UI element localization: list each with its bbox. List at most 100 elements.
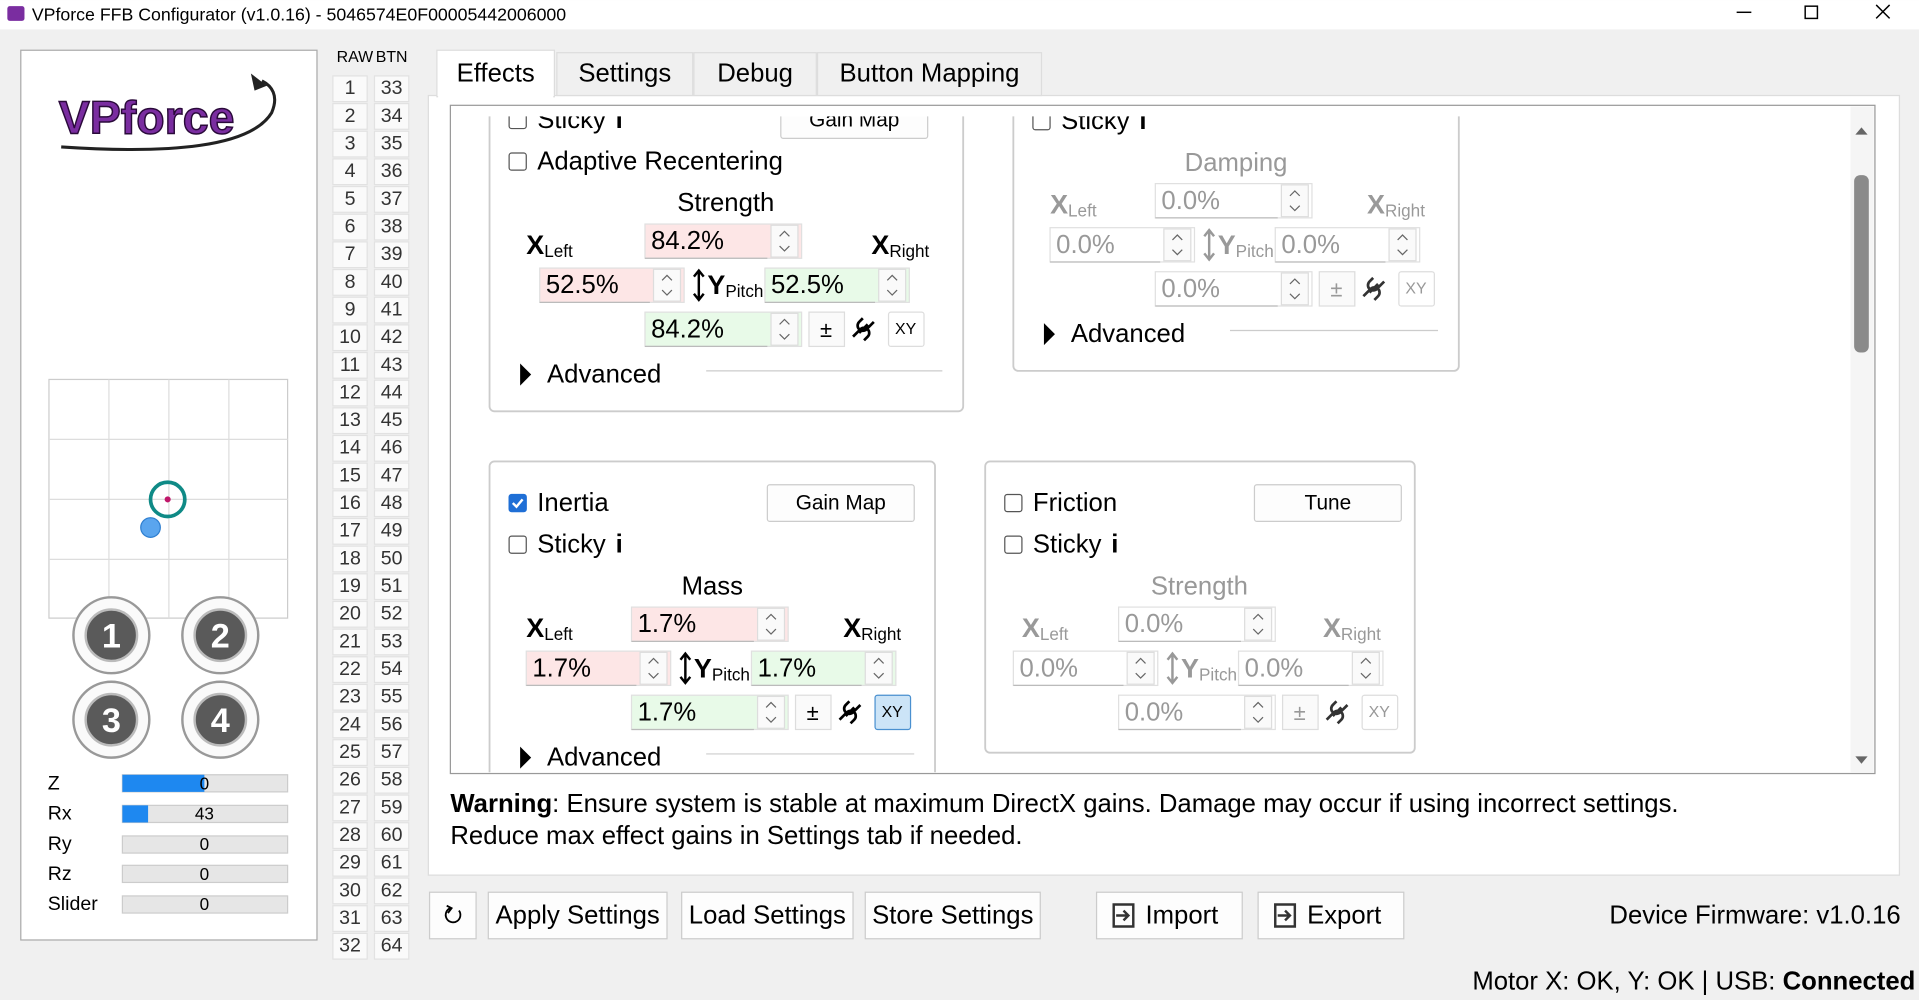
tab[interactable] [816, 52, 1043, 97]
raw-cell [332, 185, 368, 213]
xy-button[interactable] [1398, 271, 1435, 307]
raw-number: 14 [339, 437, 361, 459]
expand-arrow[interactable] [520, 363, 532, 386]
spin-buttons[interactable] [756, 695, 786, 729]
xy-button[interactable] [1361, 694, 1399, 731]
check-mark [511, 498, 524, 509]
checkbox[interactable] [1004, 493, 1023, 513]
raw-number: 31 [339, 907, 361, 929]
sign-button[interactable] [1281, 694, 1319, 731]
checkbox-checked[interactable] [508, 493, 527, 513]
spin-buttons[interactable] [1351, 651, 1380, 685]
axis-name: Rx [48, 803, 72, 825]
checkbox[interactable] [508, 111, 527, 130]
panel-button[interactable] [766, 484, 915, 523]
toolbar-button[interactable] [864, 891, 1041, 940]
spin-buttons[interactable] [878, 268, 907, 302]
raw-cell [332, 545, 368, 573]
btn-cell [373, 75, 410, 103]
raw-number: 27 [339, 796, 361, 818]
x-right-label: XRight [1367, 189, 1425, 220]
checkbox-label: Adaptive Recentering [537, 148, 783, 176]
spin-buttons[interactable] [1126, 651, 1155, 685]
tab[interactable] [556, 52, 694, 97]
stick-button[interactable] [84, 692, 139, 747]
spinbox-value: 1.7% [638, 698, 697, 726]
raw-cell [332, 462, 368, 490]
checkbox[interactable] [1032, 113, 1051, 131]
stick-button[interactable] [84, 608, 139, 663]
checkbox[interactable] [508, 535, 527, 554]
spin-buttons[interactable] [639, 651, 668, 685]
spin-buttons[interactable] [1388, 228, 1417, 262]
stick-button[interactable] [193, 608, 248, 663]
raw-number: 19 [339, 575, 361, 597]
btn-cell [373, 241, 410, 269]
spin-buttons[interactable] [1280, 272, 1309, 306]
spin-buttons[interactable] [756, 607, 786, 641]
tab[interactable] [436, 49, 556, 98]
expand-arrow[interactable] [1043, 323, 1055, 346]
x-right-label: XRight [843, 613, 901, 644]
spin-arrows [648, 657, 659, 679]
spin-buttons[interactable] [864, 651, 893, 685]
axis-left: Left [544, 241, 573, 261]
expand-arrow[interactable] [520, 746, 532, 769]
advanced-label: Advanced [1071, 320, 1185, 348]
link-icon[interactable] [838, 700, 862, 725]
export-button[interactable] [1257, 891, 1405, 940]
tab-join [438, 93, 554, 98]
panel-button[interactable] [780, 102, 929, 139]
raw-cell [332, 739, 368, 767]
toolbar-button-label: Apply Settings [496, 901, 660, 929]
refresh-btn[interactable] [428, 891, 477, 940]
axis-left: Left [544, 624, 573, 644]
sign-button[interactable] [794, 694, 832, 731]
raw-cell [332, 241, 368, 269]
raw-number: 26 [339, 769, 361, 791]
spin-buttons[interactable] [770, 224, 799, 258]
close-btn[interactable] [1875, 4, 1891, 19]
raw-cell [332, 296, 368, 324]
sign-label: ± [1330, 276, 1342, 301]
xy-button-active[interactable] [874, 694, 912, 731]
checkbox[interactable] [1004, 535, 1023, 554]
btn-cell [373, 739, 410, 767]
tab[interactable] [693, 52, 817, 97]
raw-number: 25 [339, 741, 361, 763]
spinbox-value: 0.0% [1125, 610, 1184, 638]
btn-cell [373, 877, 410, 905]
stick-button[interactable] [193, 692, 248, 747]
btn-number: 63 [381, 907, 403, 929]
link-icon[interactable] [1362, 276, 1386, 301]
spin-arrows [779, 318, 790, 340]
toolbar-button[interactable] [487, 891, 668, 940]
raw-cell [332, 434, 368, 462]
spin-buttons[interactable] [652, 268, 682, 302]
scrollbar[interactable] [1850, 106, 1874, 773]
checkbox[interactable] [508, 152, 527, 171]
panel-button[interactable] [1253, 484, 1402, 523]
spin-buttons[interactable] [1244, 607, 1273, 641]
sign-button[interactable] [808, 311, 846, 348]
warning-line-1: Warning: Ensure system is stable at maxi… [450, 790, 1678, 818]
link-icon[interactable] [1325, 700, 1349, 725]
raw-cell [332, 905, 368, 933]
btn-number: 51 [381, 575, 403, 597]
raw-number: 16 [339, 492, 361, 514]
toolbar-button[interactable] [681, 891, 854, 940]
spin-buttons[interactable] [770, 312, 799, 346]
spin-buttons[interactable] [1163, 228, 1192, 262]
raw-cell [332, 849, 368, 877]
axis-x: X [526, 613, 544, 643]
sign-button[interactable] [1318, 271, 1356, 307]
maximize-btn[interactable] [1804, 5, 1819, 20]
btn-number: 59 [381, 796, 403, 818]
link-icon[interactable] [852, 317, 875, 342]
xy-button[interactable] [887, 311, 925, 348]
raw-cell [332, 683, 368, 711]
btn-number: 48 [381, 492, 403, 514]
toolbar: Apply Settings Load Settings Store Setting… [428, 891, 1405, 940]
spin-buttons[interactable] [1280, 184, 1309, 218]
spin-buttons[interactable] [1244, 695, 1273, 729]
